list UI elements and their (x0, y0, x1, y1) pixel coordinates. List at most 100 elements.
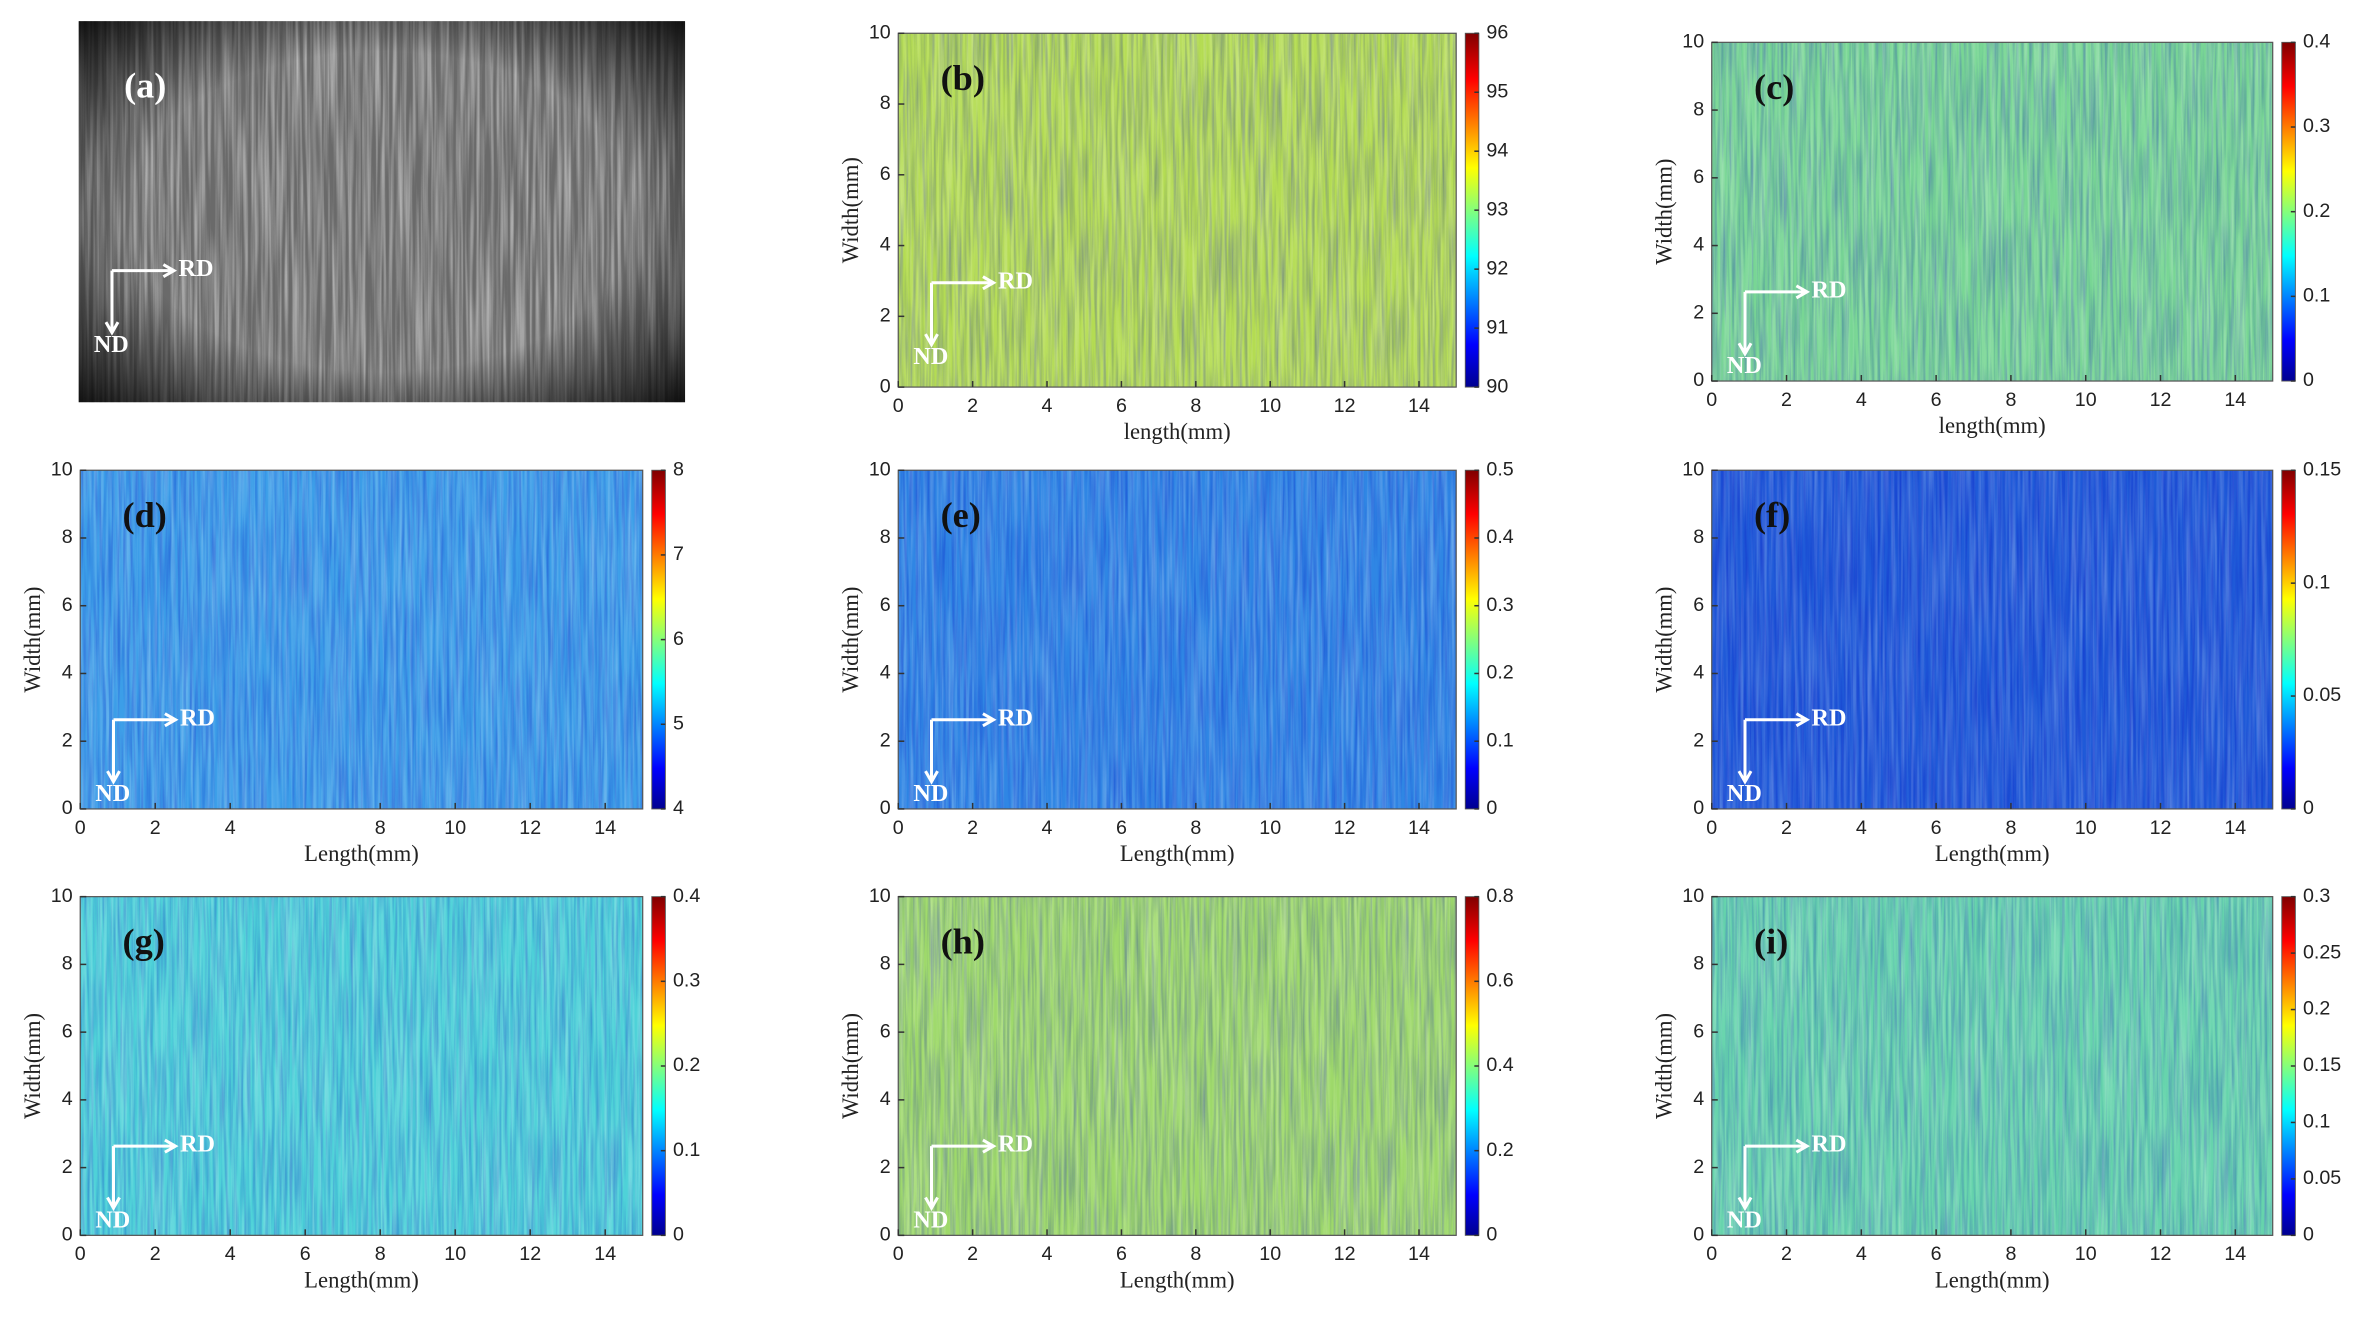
colorbar-tick-label: 91 (1486, 316, 1508, 338)
arrow (924, 1138, 997, 1212)
heatmap-texture (1711, 470, 2273, 809)
colorbar-tick-label: 0.3 (2303, 885, 2330, 907)
x-tick-label: 8 (375, 1243, 386, 1265)
x-tick-label: 14 (1408, 817, 1430, 839)
y-tick-label: 0 (1693, 797, 1704, 819)
y-tick-label: 8 (880, 953, 891, 975)
y-tick-label: 6 (62, 1020, 73, 1042)
panel-label: (b) (941, 58, 985, 98)
y-axis-label: Width(mm) (1652, 1013, 1677, 1119)
y-axis-label: Width(mm) (838, 587, 863, 693)
y-tick-label: 6 (880, 163, 891, 185)
y-tick-label: 0 (1693, 1224, 1704, 1246)
x-tick-label: 0 (1706, 389, 1717, 411)
colorbar-tick-label: 0 (673, 1224, 684, 1246)
x-tick-label: 4 (1042, 395, 1053, 417)
plot-frame (897, 32, 1457, 388)
annotation: ND (913, 780, 948, 807)
y-tick-label: 4 (880, 234, 891, 256)
panel-label: (i) (1754, 921, 1788, 961)
y-tick-label: 6 (880, 1020, 891, 1042)
x-tick-label: 2 (967, 1243, 978, 1265)
plot-frame (79, 469, 644, 810)
annotation: ND (1727, 780, 1762, 807)
y-tick-label: 8 (1693, 98, 1704, 120)
y-tick-label: 0 (1693, 369, 1704, 391)
x-tick-label: 14 (594, 1243, 616, 1265)
x-tick-label: 12 (519, 1243, 541, 1265)
x-tick-label: 12 (1334, 817, 1356, 839)
heatmap-texture (1711, 42, 2273, 382)
y-axis-label: Width(mm) (20, 587, 45, 693)
x-tick-label: 8 (2005, 817, 2016, 839)
colorbar-tick-label: 0.05 (2303, 1167, 2341, 1189)
colorbar-tick-label: 0.25 (2303, 941, 2341, 963)
colorbar-tick-label: 0.5 (1486, 458, 1513, 480)
x-tick-label: 10 (2075, 1243, 2097, 1265)
y-axis-label: Width(mm) (838, 157, 863, 263)
x-tick-label: 8 (2005, 1243, 2016, 1265)
x-tick-label: 2 (1781, 389, 1792, 411)
x-tick-label: 10 (1259, 395, 1281, 417)
x-tick-label: 4 (1856, 1243, 1867, 1265)
y-tick-label: 8 (1693, 953, 1704, 975)
annotation: RD (1812, 704, 1847, 731)
colorbar-tick-label: 6 (673, 628, 684, 650)
y-tick-label: 10 (869, 21, 891, 43)
colorbar-tick-label: 0.3 (2303, 115, 2330, 137)
x-tick-label: 14 (1408, 1243, 1430, 1265)
x-tick-label: 10 (1259, 817, 1281, 839)
x-tick-label: 4 (225, 1243, 236, 1265)
annotation: ND (95, 780, 130, 807)
y-tick-label: 2 (1693, 301, 1704, 323)
y-tick-label: 0 (62, 1224, 73, 1246)
panel-label: (a) (124, 66, 166, 106)
x-tick-label: 10 (2075, 817, 2097, 839)
colorbar-tick-label: 7 (673, 543, 684, 565)
y-tick-label: 8 (880, 92, 891, 114)
colorbar-tick-label: 0.15 (2303, 458, 2341, 480)
colorbar-tick-label: 0.4 (673, 885, 700, 907)
x-tick-label: 0 (1706, 1243, 1717, 1265)
x-tick-label: 14 (2224, 1243, 2246, 1265)
colorbar-tick-label: 8 (673, 458, 684, 480)
x-tick-label: 4 (225, 817, 236, 839)
x-tick-label: 14 (1408, 395, 1430, 417)
y-tick-label: 4 (880, 1088, 891, 1110)
x-tick-label: 6 (1116, 395, 1127, 417)
y-tick-label: 2 (880, 305, 891, 327)
y-tick-label: 4 (62, 1088, 73, 1110)
x-tick-label: 10 (2075, 389, 2097, 411)
colorbar (1464, 469, 1480, 810)
colorbar-tick-label: 0 (1486, 1224, 1497, 1246)
x-tick-label: 0 (75, 1243, 86, 1265)
x-axis-label: Length(mm) (1120, 1267, 1235, 1292)
x-axis-label: Length(mm) (1935, 1267, 2050, 1292)
x-tick-label: 6 (1931, 1243, 1942, 1265)
x-tick-label: 10 (444, 1243, 466, 1265)
panel-label: (c) (1754, 67, 1794, 107)
heatmap-texture (1711, 896, 2273, 1236)
y-tick-label: 10 (1682, 458, 1704, 480)
colorbar-tick-label: 93 (1486, 198, 1508, 220)
annotation: ND (913, 343, 948, 370)
x-tick-label: 14 (2224, 389, 2246, 411)
x-tick-label: 8 (2005, 389, 2016, 411)
y-axis-label: Width(mm) (1652, 587, 1677, 693)
annotation: ND (95, 1206, 130, 1233)
x-tick-label: 2 (1781, 1243, 1792, 1265)
colorbar-tick-label: 0 (2303, 1224, 2314, 1246)
y-tick-label: 6 (1693, 166, 1704, 188)
y-tick-label: 10 (51, 885, 73, 907)
colorbar-tick-label: 0.2 (2303, 998, 2330, 1020)
colorbar-tick-label: 92 (1486, 257, 1508, 279)
x-tick-label: 14 (594, 817, 616, 839)
arrow (924, 275, 997, 348)
colorbar-tick-label: 0.2 (673, 1054, 700, 1076)
heatmap-texture (898, 33, 1457, 388)
colorbar-tick-label: 0.1 (673, 1139, 700, 1161)
colorbar-tick-label: 0.3 (673, 970, 700, 992)
y-tick-label: 6 (1693, 594, 1704, 616)
